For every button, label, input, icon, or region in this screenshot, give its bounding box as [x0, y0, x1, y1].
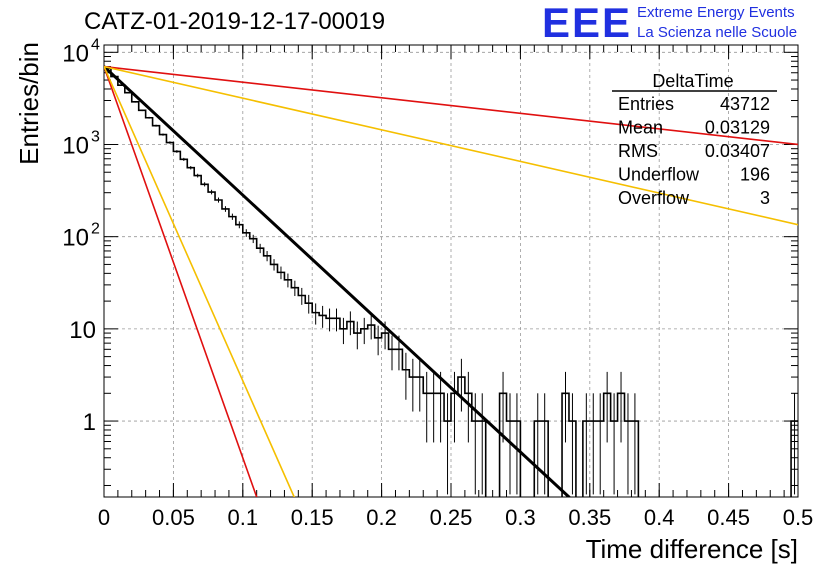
- logo-line-1: Extreme Energy Events: [637, 4, 795, 21]
- plot-area: [104, 65, 798, 497]
- stats-row-value: 0.03129: [705, 118, 770, 138]
- y-tick-label: 1: [83, 409, 96, 436]
- y-tick-label: 10: [62, 132, 89, 159]
- x-tick-label: 0.3: [505, 505, 536, 530]
- x-axis-label: Time difference [s]: [586, 534, 798, 564]
- x-tick-label: 0.15: [291, 505, 334, 530]
- stats-row-label: Overflow: [618, 188, 690, 208]
- y-tick-label: 10: [69, 317, 96, 344]
- series-line-5: [104, 65, 295, 497]
- stats-row-label: Entries: [618, 94, 674, 114]
- stats-row-value: 0.03407: [705, 141, 770, 161]
- y-tick-label: 10: [62, 225, 89, 252]
- stats-row-label: Underflow: [618, 165, 700, 185]
- stats-row-value: 196: [740, 165, 770, 185]
- eee-logo-mark: EEE: [542, 0, 633, 46]
- y-tick-label-exponent: 3: [91, 128, 100, 145]
- stats-row-value: 3: [760, 188, 770, 208]
- stats-box-title: DeltaTime: [652, 71, 733, 91]
- series-line-4: [104, 65, 258, 497]
- stats-row-label: Mean: [618, 118, 663, 138]
- stats-row-label: RMS: [618, 141, 658, 161]
- x-tick-label: 0.4: [644, 505, 675, 530]
- x-tick-label: 0.5: [783, 505, 814, 530]
- y-axis-label: Entries/bin: [14, 42, 44, 165]
- x-tick-label: 0.1: [228, 505, 259, 530]
- x-tick-label: 0.35: [568, 505, 611, 530]
- logo-line-2: La Scienza nelle Scuole: [637, 24, 798, 41]
- y-tick-label-exponent: 4: [91, 36, 100, 53]
- plot-title: CATZ-01-2019-12-17-00019: [84, 8, 386, 35]
- x-tick-label: 0: [98, 505, 110, 530]
- series-line-1: [104, 65, 571, 497]
- series-line-2: [104, 65, 798, 146]
- y-tick-label: 10: [62, 40, 89, 67]
- x-tick-label: 0.05: [152, 505, 195, 530]
- x-tick-label: 0.2: [366, 505, 397, 530]
- x-tick-label: 0.45: [707, 505, 750, 530]
- x-tick-label: 0.25: [430, 505, 473, 530]
- stats-row-value: 43712: [720, 94, 770, 114]
- y-tick-label-exponent: 2: [91, 221, 100, 238]
- series-line-3: [104, 65, 798, 226]
- histogram-step: [104, 67, 798, 497]
